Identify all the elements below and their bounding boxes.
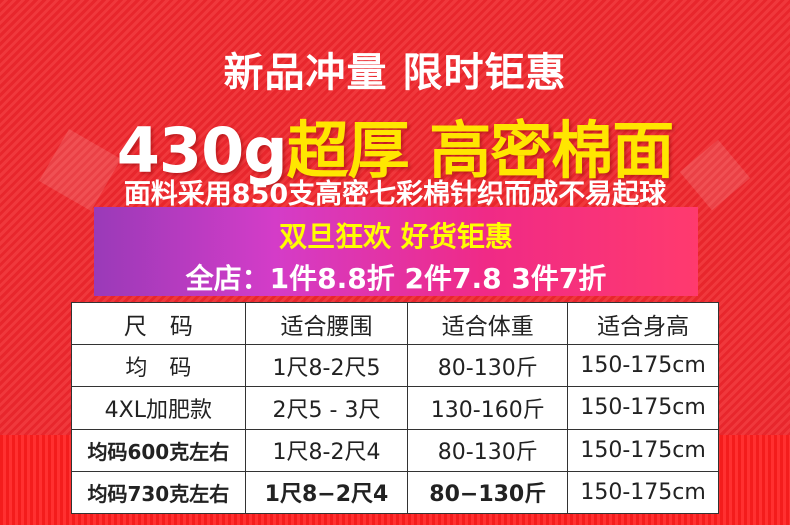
- table-cell: 150-175cm: [567, 386, 719, 430]
- headline: 新品冲量 限时钜惠: [223, 50, 567, 96]
- table-row: 4XL加肥款 2尺5 - 3尺 130-160斤 150-175cm: [71, 386, 719, 430]
- feature-text: 超厚 高密棉面: [286, 114, 675, 187]
- table-cell: 80-130斤: [407, 344, 569, 388]
- promo-discount: 全店：1件8.8折 2件7.8 3件7折: [185, 262, 607, 295]
- table-cell: 1尺8−2尺4: [244, 470, 409, 515]
- table-cell: 1尺8-2尺5: [244, 344, 409, 388]
- table-cell: 150-175cm: [567, 470, 719, 515]
- table-header-row: 尺 码 适合腰围 适合体重 适合身高: [71, 301, 719, 346]
- feature-heading: 430g超厚 高密棉面: [0, 100, 790, 190]
- table-cell: 均 码: [71, 344, 246, 388]
- size-table: 尺 码 适合腰围 适合体重 适合身高 均 码 1尺8-2尺5 80-130斤 1…: [71, 301, 719, 515]
- table-cell: 150-175cm: [567, 428, 719, 472]
- feature-weight: 430g: [116, 114, 288, 187]
- table-cell: 150-175cm: [567, 344, 719, 388]
- table-cell: 80-130斤: [407, 428, 569, 472]
- table-cell: 130-160斤: [407, 386, 569, 430]
- subtitle: 面料采用850支高密七彩棉针织而成不易起球: [123, 179, 667, 210]
- table-cell: 均码730克左右: [71, 470, 246, 515]
- table-cell: 均码600克左右: [71, 428, 246, 472]
- table-cell: 4XL加肥款: [71, 386, 246, 430]
- promo-banner: 双旦狂欢 好货钜惠 全店：1件8.8折 2件7.8 3件7折: [94, 207, 698, 296]
- table-cell: 80−130斤: [407, 470, 569, 515]
- table-row: 均 码 1尺8-2尺5 80-130斤 150-175cm: [71, 344, 719, 388]
- header-cell: 尺 码: [71, 301, 246, 346]
- table-cell: 2尺5 - 3尺: [244, 386, 409, 430]
- table-row: 均码600克左右 1尺8-2尺4 80-130斤 150-175cm: [71, 428, 719, 472]
- header-cell: 适合身高: [567, 301, 719, 346]
- promo-title: 双旦狂欢 好货钜惠: [279, 220, 513, 253]
- table-cell: 1尺8-2尺4: [244, 428, 409, 472]
- table-row: 均码730克左右 1尺8−2尺4 80−130斤 150-175cm: [71, 470, 719, 515]
- header-cell: 适合腰围: [244, 301, 409, 346]
- header-cell: 适合体重: [407, 301, 569, 346]
